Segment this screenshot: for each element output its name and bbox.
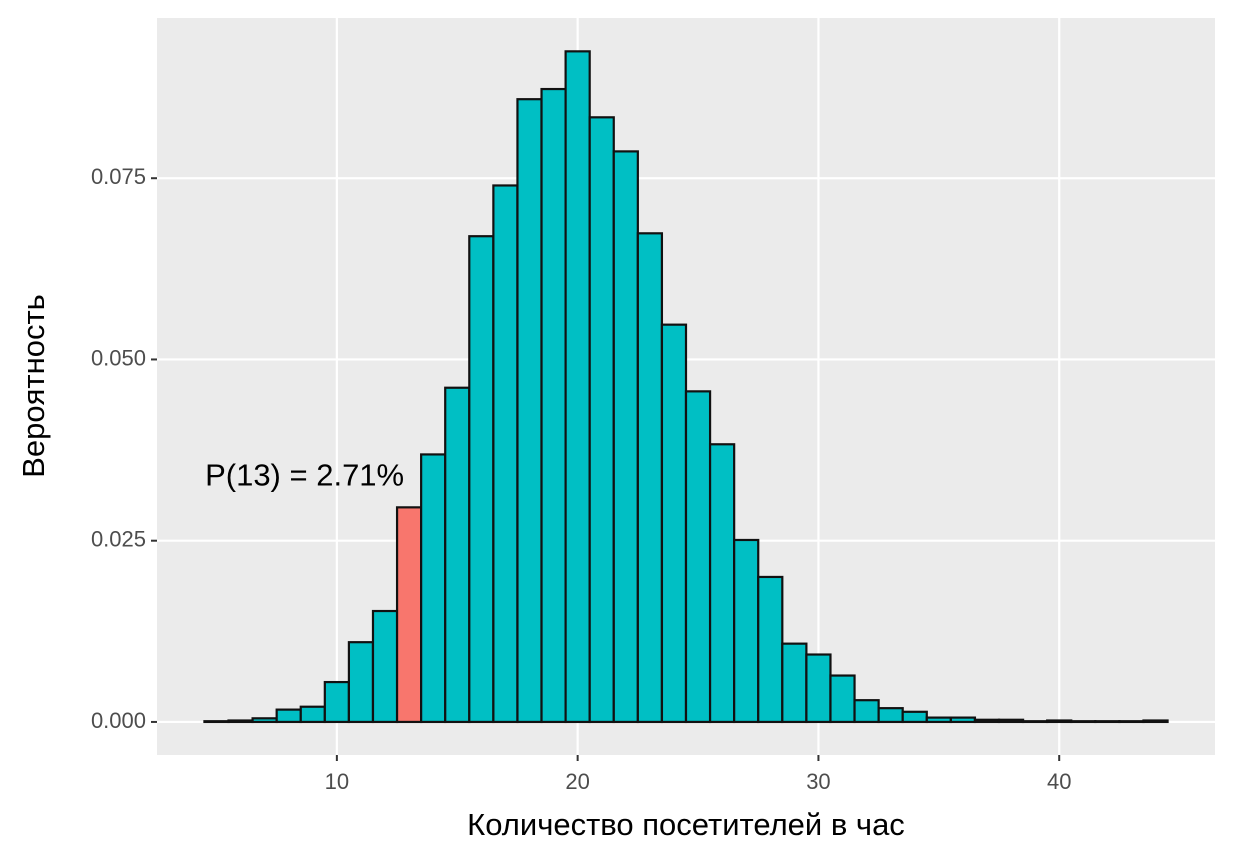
bar — [925, 716, 952, 724]
bar — [973, 718, 1001, 724]
bar — [395, 506, 423, 724]
bar — [612, 150, 639, 724]
x-tick-label: 20 — [565, 769, 589, 794]
bar — [997, 718, 1025, 724]
bar — [540, 87, 567, 724]
bar — [1142, 719, 1169, 724]
bar — [371, 609, 399, 724]
bar — [1118, 720, 1145, 724]
bar — [636, 232, 664, 724]
bar — [347, 641, 375, 724]
bar — [708, 443, 736, 724]
bar — [829, 674, 856, 724]
bar — [1046, 719, 1073, 724]
bar — [757, 575, 784, 724]
y-axis-title: Вероятность — [16, 294, 51, 478]
bar — [275, 708, 302, 724]
bar — [1070, 720, 1097, 724]
bar — [733, 538, 760, 724]
bar — [444, 386, 471, 724]
bar — [1021, 720, 1049, 724]
bar — [901, 710, 928, 724]
bar — [684, 390, 712, 724]
x-tick-label: 30 — [806, 769, 830, 794]
bar — [323, 680, 351, 724]
bar — [588, 116, 615, 724]
y-tick-label: 0.075 — [91, 164, 146, 189]
annotation: P(13) = 2.71% — [205, 458, 404, 493]
bar — [203, 720, 230, 724]
y-tick-label: 0.025 — [91, 527, 146, 552]
bar — [564, 50, 591, 724]
bar — [492, 184, 519, 724]
bar — [660, 323, 688, 724]
bar — [1094, 720, 1121, 724]
bar — [516, 98, 543, 724]
x-tick-label: 40 — [1047, 769, 1071, 794]
y-tick-label: 0.050 — [91, 345, 146, 370]
bar — [805, 653, 832, 724]
bar — [468, 235, 495, 724]
bar — [853, 699, 880, 724]
bar — [227, 719, 254, 724]
x-tick-label: 10 — [325, 769, 349, 794]
y-tick-label: 0.000 — [91, 708, 146, 733]
bar — [420, 453, 447, 724]
bar — [949, 716, 977, 724]
bar — [877, 707, 904, 724]
x-axis-title: Количество посетителей в час — [467, 807, 905, 842]
bar — [781, 642, 808, 724]
bar — [299, 705, 326, 724]
bar — [251, 717, 278, 724]
